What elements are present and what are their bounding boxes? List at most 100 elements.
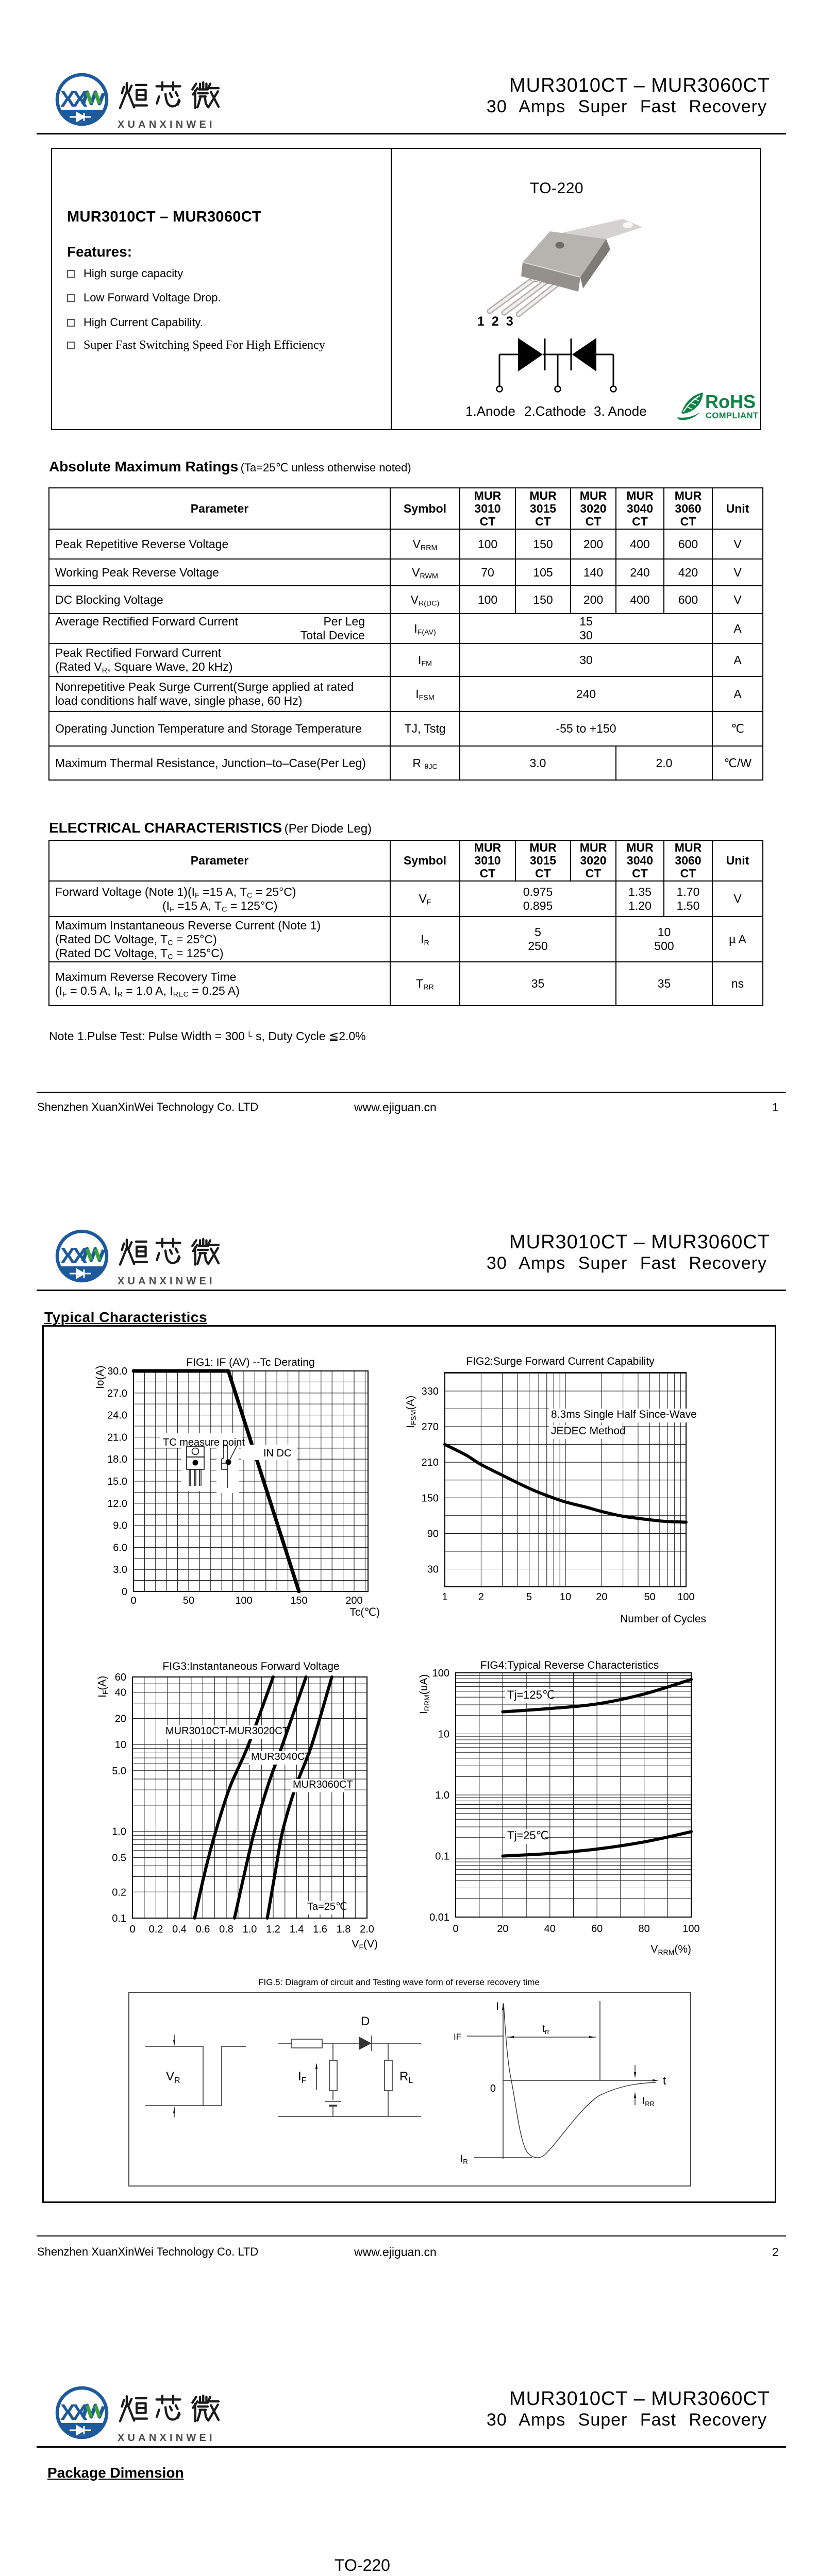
annotation-bg	[305, 1901, 342, 1914]
y-tick-label: 0	[122, 1586, 127, 1598]
fig1-title: FIG1: IF (AV) --Tc Derating	[186, 1357, 314, 1368]
annotation-bg	[163, 1725, 272, 1739]
value-cell: 105	[515, 558, 571, 586]
value-cell: 35	[615, 961, 713, 1006]
fig5-if-label: IF	[298, 2070, 307, 2085]
table-col-header: MUR 3015 CT	[515, 840, 571, 882]
x-tick-label: 10	[560, 1591, 571, 1603]
value-cell: 600	[663, 585, 713, 614]
pin3-anode-label: 3. Anode	[594, 403, 647, 419]
svg-text:COMPLIANT: COMPLIANT	[706, 411, 759, 420]
table-col-header: MUR 3020 CT	[570, 840, 616, 882]
unit-cell: ℃	[712, 711, 763, 747]
value-cell: 5 250	[459, 916, 616, 962]
param-cell: DC Blocking Voltage	[48, 585, 391, 614]
x-tick-label: 0	[130, 1595, 136, 1606]
table-col-header: MUR 3060 CT	[663, 840, 713, 882]
fig5-rl-label: RL	[399, 2070, 413, 2085]
chart-annotation: JEDEC Method	[551, 1425, 626, 1437]
company-logo: XX	[55, 73, 220, 126]
x-tick-label: 50	[644, 1591, 655, 1603]
footer-rule	[37, 1092, 786, 1093]
ec-heading: ELECTRICAL CHARACTERISTICS (Per Diode Le…	[49, 820, 372, 836]
x-tick-label: 0	[129, 1924, 135, 1935]
table-col-header: MUR 3040 CT	[615, 487, 664, 530]
y-tick-label: 30	[427, 1564, 439, 1575]
param-cell: Peak Repetitive Reverse Voltage	[48, 529, 391, 560]
doc-subtitle: 30 Amps Super Fast Recovery	[486, 97, 767, 116]
fig1-derating-chart: 0 50 100 150 200 30.0 27.0 24.0 21.0 18.0 15.0 12.0…	[107, 1366, 369, 1606]
table-col-header: Symbol	[390, 487, 460, 530]
fig2-ylabel: IFSM(A)	[405, 1396, 418, 1428]
x-tick-label: 100	[682, 1923, 699, 1935]
symbol-cell: VRRM	[390, 529, 460, 560]
table-col-header: MUR 3010 CT	[459, 487, 516, 530]
param-cell: Maximum Thermal Resistance, Junction–to–…	[48, 745, 391, 781]
company-logo: XX	[55, 2386, 220, 2439]
x-tick-label: 1.0	[243, 1924, 257, 1935]
value-cell: 200	[570, 585, 616, 614]
x-tick-label: 0.4	[172, 1924, 187, 1935]
x-tick-label: 0.2	[149, 1924, 163, 1935]
pulse-test-note: Note 1.Pulse Test: Pulse Width = 300 L s…	[49, 1029, 366, 1043]
table-col-header: MUR 3060 CT	[663, 487, 713, 530]
symbol-cell: VRWM	[390, 558, 460, 586]
table-row: Maximum Thermal Resistance, Junction–to–…	[48, 745, 763, 781]
typical-characteristics-figures: 0 50 100 150 20030.027.024.021.018.015.012.0…	[42, 1325, 776, 2203]
brand-name-en: XUANXINWEI	[118, 1276, 215, 1287]
y-tick-label: 10	[115, 1739, 126, 1751]
value-cell: 30	[459, 643, 713, 677]
ec-table: Parameter Symbol MUR 3010 CT MUR 3015 CT MUR 3020…	[48, 840, 763, 1006]
y-tick-label: 60	[115, 1672, 126, 1683]
feature-item: Super Fast Switching Speed For High Effi…	[67, 338, 325, 352]
x-tick-label: 100	[677, 1591, 694, 1603]
footer-website[interactable]: www.ejiguan.cn	[354, 2245, 437, 2259]
x-tick-label: 2	[478, 1591, 484, 1603]
y-tick-label: 0.01	[429, 1912, 449, 1923]
table-col-header: MUR 3040 CT	[615, 840, 664, 882]
fig5-if2-label: IF	[454, 2032, 461, 2042]
footer-page-number: 2	[772, 2245, 779, 2259]
x-tick-label: 0.8	[219, 1924, 233, 1935]
param-cell: Maximum Instantaneous Reverse Current (N…	[48, 916, 391, 962]
doc-subtitle: 30 Amps Super Fast Recovery	[486, 2410, 767, 2430]
fig5-vr-label: VR	[166, 2070, 180, 2085]
fig5-caption: FIG.5: Diagram of circuit and Testing wa…	[258, 1977, 540, 1987]
footer-website[interactable]: www.ejiguan.cn	[354, 1100, 437, 1114]
x-tick-label: 150	[290, 1595, 307, 1606]
y-tick-label: 24.0	[107, 1410, 127, 1421]
annotation-bg	[291, 1779, 344, 1792]
unit-cell: A	[712, 676, 763, 712]
symbol-cell: VR(DC)	[390, 585, 460, 614]
chart-annotation: Ta=25℃	[307, 1901, 347, 1912]
checkbox-icon	[67, 294, 75, 302]
symbol-cell: IR	[390, 916, 460, 962]
value-cell: 400	[615, 585, 664, 614]
table-row: Peak Rectified Forward Current (Rated VR,…	[48, 643, 763, 677]
x-tick-label: 40	[544, 1923, 556, 1935]
value-cell: 3.0	[459, 745, 616, 781]
fig3-forward-voltage-chart: 0 0.2 0.4 0.6 0.8 1.0 1.2 1.4 1.6 1.8 2.0 60 40 20 10 5…	[112, 1672, 374, 1935]
fig5-irr-label: IRR	[642, 2096, 655, 2108]
annotation-bg	[505, 1829, 545, 1844]
param-cell: Nonrepetitive Peak Surge Current(Surge a…	[48, 676, 391, 712]
table-row: Average Rectified Forward Current Per Leg…	[48, 613, 763, 644]
y-tick-label: 150	[422, 1493, 439, 1504]
param-cell: Maximum Reverse Recovery Time (IF = 0.5 A…	[48, 961, 391, 1006]
x-tick-label: 20	[497, 1923, 508, 1935]
fig5-trr-label: trr	[542, 2024, 550, 2036]
y-tick-label: 5.0	[112, 1766, 126, 1777]
x-tick-label: 60	[591, 1923, 603, 1935]
fig5-diagram: FIG.5: Diagram of circuit and Testing wa…	[128, 1977, 691, 2187]
y-tick-label: 210	[422, 1457, 439, 1468]
photo-pin-numbers: 123	[477, 314, 521, 329]
table-col-header: Parameter	[48, 487, 391, 530]
fig5-t-axis-label: t	[663, 2074, 666, 2087]
fig4-xlabel: VRRM(%)	[650, 1943, 691, 1956]
x-tick-label: 80	[638, 1923, 649, 1935]
value-cell: 2.0	[615, 745, 713, 781]
unit-cell: ℃/W	[712, 745, 763, 781]
doc-title: MUR3010CT – MUR3060CT	[509, 2388, 770, 2410]
table-col-header: Symbol	[390, 840, 460, 882]
footer-page-number: 1	[772, 1100, 779, 1114]
